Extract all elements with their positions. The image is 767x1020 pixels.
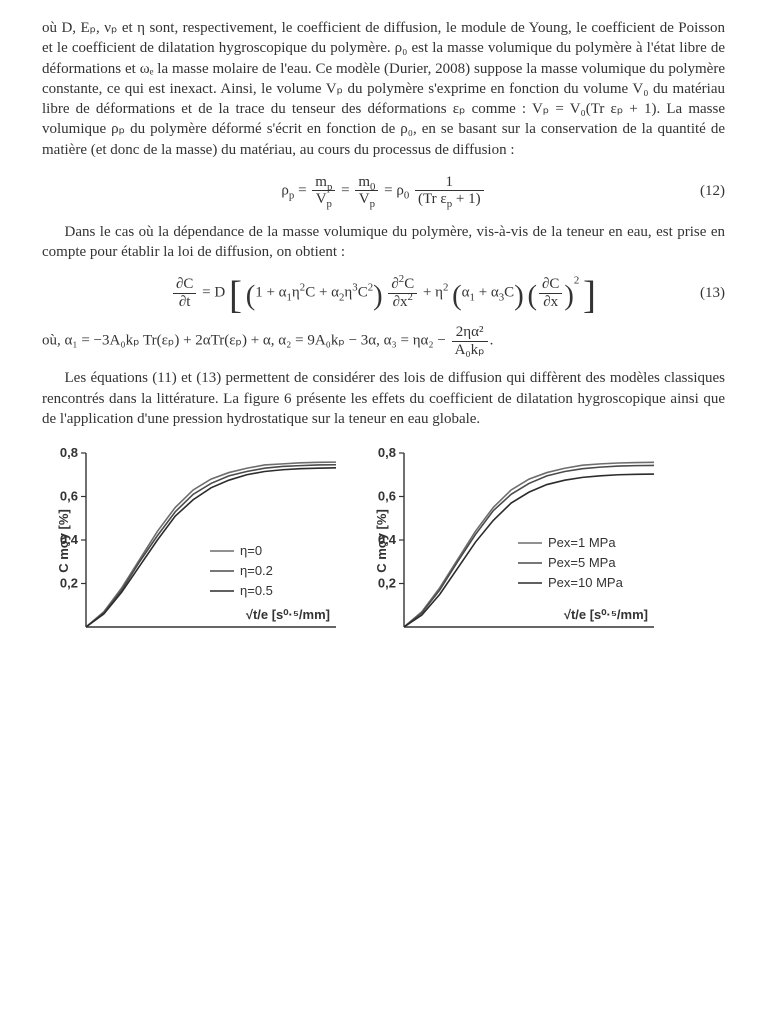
alpha-defs-prefix: où, bbox=[42, 333, 65, 349]
svg-text:0,8: 0,8 bbox=[60, 445, 78, 460]
alpha-defs-body: α₁ = −3A₀kₚ Tr(εₚ) + 2αTr(εₚ) + α, α₂ = … bbox=[65, 333, 450, 349]
paragraph-alpha-defs: où, α₁ = −3A₀kₚ Tr(εₚ) + 2αTr(εₚ) + α, α… bbox=[42, 324, 725, 358]
equation-12: ρp = mpVp = m0Vp = ρ0 1(Tr εp + 1) (12) bbox=[42, 174, 725, 208]
alpha-defs-end: . bbox=[490, 333, 494, 349]
svg-text:η=0.2: η=0.2 bbox=[240, 563, 273, 578]
svg-text:Pex=10 MPa: Pex=10 MPa bbox=[548, 575, 624, 590]
chart-eta: C moy [%] 0,20,40,60,8η=0η=0.2η=0.5√t/e … bbox=[42, 443, 342, 639]
alpha3-frac-num: 2ηα² bbox=[452, 324, 488, 342]
svg-text:0,2: 0,2 bbox=[60, 576, 78, 591]
svg-text:√t/e [s⁰·⁵/mm]: √t/e [s⁰·⁵/mm] bbox=[564, 607, 648, 622]
svg-text:η=0: η=0 bbox=[240, 543, 262, 558]
chart-eta-ylabel: C moy [%] bbox=[55, 509, 73, 573]
paragraph-2: Dans le cas où la dépendance de la masse… bbox=[42, 222, 725, 263]
chart-eta-svg: 0,20,40,60,8η=0η=0.2η=0.5√t/e [s⁰·⁵/mm] bbox=[42, 443, 342, 633]
paragraph-4: Les équations (11) et (13) permettent de… bbox=[42, 368, 725, 429]
chart-pex: C moy [%] 0,20,40,60,8Pex=1 MPaPex=5 MPa… bbox=[360, 443, 660, 639]
svg-text:η=0.5: η=0.5 bbox=[240, 583, 273, 598]
svg-text:0,8: 0,8 bbox=[378, 445, 396, 460]
paragraph-intro: où D, Eₚ, νₚ et η sont, respectivement, … bbox=[42, 18, 725, 160]
equation-13: ∂C∂t = D [ (1 + α1η2C + α2η3C2) ∂2C∂x2 +… bbox=[42, 276, 725, 310]
svg-text:Pex=1 MPa: Pex=1 MPa bbox=[548, 535, 616, 550]
alpha3-frac-den: A₀kₚ bbox=[452, 342, 488, 359]
equation-number-12: (12) bbox=[700, 181, 725, 201]
chart-pex-svg: 0,20,40,60,8Pex=1 MPaPex=5 MPaPex=10 MPa… bbox=[360, 443, 660, 633]
equation-number-13: (13) bbox=[700, 283, 725, 303]
figure-6: C moy [%] 0,20,40,60,8η=0η=0.2η=0.5√t/e … bbox=[42, 443, 725, 639]
svg-text:√t/e [s⁰·⁵/mm]: √t/e [s⁰·⁵/mm] bbox=[246, 607, 330, 622]
svg-text:Pex=5 MPa: Pex=5 MPa bbox=[548, 555, 616, 570]
svg-text:0,6: 0,6 bbox=[378, 489, 396, 504]
svg-text:0,2: 0,2 bbox=[378, 576, 396, 591]
svg-text:0,6: 0,6 bbox=[60, 489, 78, 504]
chart-pex-ylabel: C moy [%] bbox=[373, 509, 391, 573]
